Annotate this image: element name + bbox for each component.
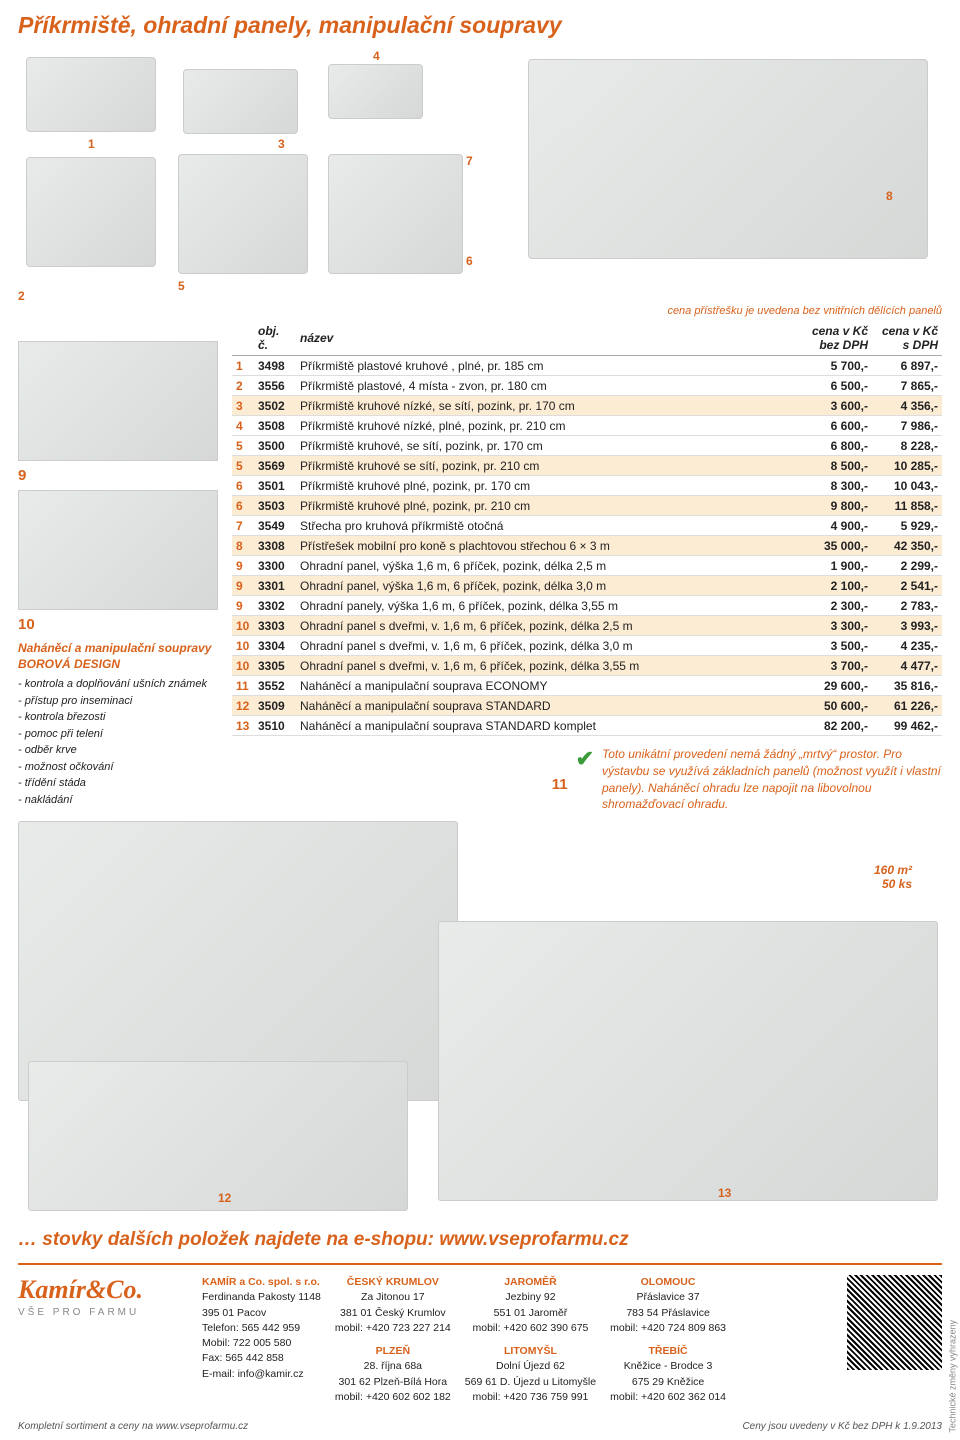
table-row: 123509Naháněcí a manipulační souprava ST… (232, 696, 942, 716)
img-num-10: 10 (18, 616, 35, 633)
layout-image-13 (438, 921, 938, 1201)
branch-col-2: JAROMĚŘJezbiny 92551 01 Jaroměřmobil: +4… (465, 1275, 596, 1413)
tagline: VŠE PRO FARMU (18, 1307, 188, 1318)
eshop-bar: … stovky dalších položek najdete na e-sh… (18, 1221, 942, 1263)
table-row: 93300Ohradní panel, výška 1,6 m, 6 příče… (232, 556, 942, 576)
bottom-right: Ceny jsou uvedeny v Kč bez DPH k 1.9.201… (742, 1421, 942, 1432)
table-row: 133510Naháněcí a manipulační souprava ST… (232, 716, 942, 736)
side-disclaimer: Technické změny vyhrazeny (948, 1320, 958, 1433)
img-num-8: 8 (886, 189, 893, 203)
footer: Kamír&Co. VŠE PRO FARMU KAMÍR a Co. spol… (18, 1263, 942, 1413)
table-row: 13498Příkrmiště plastové kruhové , plné,… (232, 356, 942, 376)
product-image-9 (18, 341, 218, 461)
bottom-left: Kompletní sortiment a ceny na www.vsepro… (18, 1421, 248, 1432)
layout-image-12 (28, 1061, 408, 1211)
price-table: obj. č. název cena v Kč bez DPH cena v K… (232, 321, 942, 736)
table-row: 113552Naháněcí a manipulační souprava EC… (232, 676, 942, 696)
company-address: KAMÍR a Co. spol. s r.o.Ferdinanda Pakos… (202, 1275, 321, 1382)
table-row: 93301Ohradní panel, výška 1,6 m, 6 příče… (232, 576, 942, 596)
product-images-area: 1 2 3 4 5 6 7 8 (18, 49, 942, 329)
layout-image-11 (18, 821, 458, 1101)
table-row: 23556Příkrmiště plastové, 4 místa - zvon… (232, 376, 942, 396)
table-row: 73549Střecha pro kruhová příkrmiště otoč… (232, 516, 942, 536)
table-row: 53569Příkrmiště kruhové se sítí, pozink,… (232, 456, 942, 476)
product-image-8 (528, 59, 928, 259)
eshop-link[interactable]: www.vseprofarmu.cz (439, 1229, 628, 1250)
table-row: 63501Příkrmiště kruhové plné, pozink, pr… (232, 476, 942, 496)
img-num-6: 6 (466, 254, 473, 268)
table-row: 63503Příkrmiště kruhové plné, pozink, pr… (232, 496, 942, 516)
img-num-9: 9 (18, 467, 26, 484)
table-row: 93302Ohradní panely, výška 1,6 m, 6 příč… (232, 596, 942, 616)
img-num-12: 12 (218, 1191, 231, 1205)
product-image-5 (178, 154, 308, 274)
branch-col-3: OLOMOUCPřáslavice 37783 54 Přáslavicemob… (610, 1275, 726, 1413)
img-num-5: 5 (178, 279, 185, 293)
table-row: 103303Ohradní panel s dveřmi, v. 1,6 m, … (232, 616, 942, 636)
table-row: 43508Příkrmiště kruhové nízké, plné, poz… (232, 416, 942, 436)
img-num-4: 4 (373, 49, 380, 63)
img-num-11: 11 (552, 776, 568, 793)
table-row: 83308Přístřešek mobilní pro koně s plach… (232, 536, 942, 556)
design-list: - kontrola a doplňování ušních známek- p… (18, 676, 218, 808)
tip-text: Toto unikátní provedení nemá žádný „mrtv… (602, 746, 942, 813)
product-image-10 (18, 490, 218, 610)
product-image-2 (26, 157, 156, 267)
img-num-13: 13 (718, 1186, 731, 1200)
product-image-4 (328, 64, 423, 119)
branch-col-1: ČESKÝ KRUMLOVZa Jitonou 17381 01 Český K… (335, 1275, 451, 1413)
page-title: Příkrmiště, ohradní panely, manipulační … (18, 12, 942, 39)
table-row: 53500Příkrmiště kruhové, se sítí, pozink… (232, 436, 942, 456)
table-row: 103304Ohradní panel s dveřmi, v. 1,6 m, … (232, 636, 942, 656)
product-image-1 (26, 57, 156, 132)
qr-code (847, 1275, 942, 1370)
img-num-3: 3 (278, 137, 285, 151)
product-image-6 (328, 154, 463, 274)
table-row: 103305Ohradní panel s dveřmi, v. 1,6 m, … (232, 656, 942, 676)
layout-images-area: 12 13 (18, 901, 942, 1221)
product-image-3 (183, 69, 298, 134)
logo: Kamír&Co. (18, 1275, 188, 1305)
img-num-1: 1 (88, 137, 95, 151)
img-num-2: 2 (18, 289, 25, 303)
table-row: 33502Příkrmiště kruhové nízké, se sítí, … (232, 396, 942, 416)
design-heading: Naháněcí a manipulační soupravy BOROVÁ D… (18, 641, 218, 672)
img-num-7: 7 (466, 154, 473, 168)
check-icon: ✔ (576, 746, 594, 772)
